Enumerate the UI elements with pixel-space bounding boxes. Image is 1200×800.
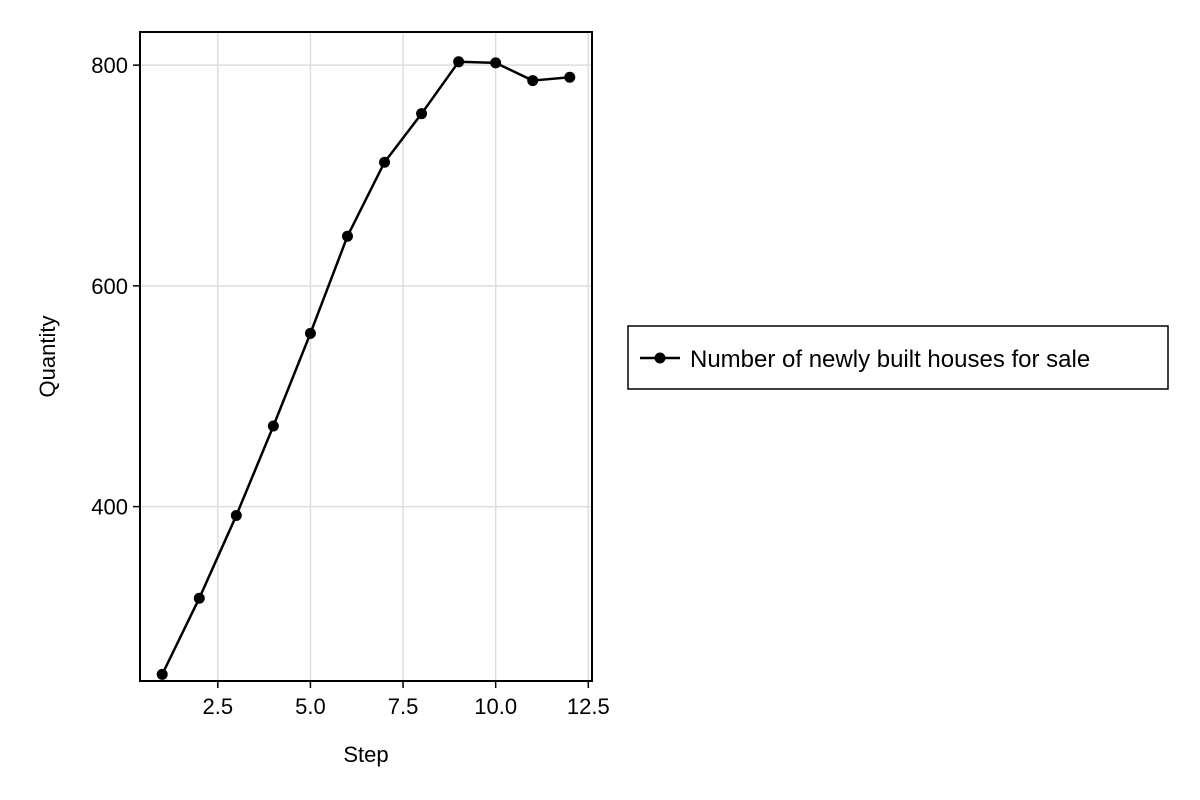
data-point bbox=[304, 327, 316, 339]
x-tick-label: 5.0 bbox=[295, 694, 326, 719]
legend-marker-swatch bbox=[654, 352, 666, 364]
x-axis-title: Step bbox=[343, 742, 388, 767]
data-point bbox=[267, 420, 279, 432]
data-point bbox=[341, 230, 353, 242]
series-layer bbox=[156, 56, 576, 680]
x-tick-label: 10.0 bbox=[474, 694, 517, 719]
data-point bbox=[379, 156, 391, 168]
legend: Number of newly built houses for sale bbox=[627, 325, 1169, 390]
y-tick-label: 400 bbox=[91, 495, 128, 520]
x-tick-label: 12.5 bbox=[567, 694, 610, 719]
legend-label: Number of newly built houses for sale bbox=[690, 346, 1090, 373]
y-tick-label: 800 bbox=[91, 53, 128, 78]
grid-lines bbox=[140, 32, 592, 681]
y-tick-label: 600 bbox=[91, 274, 128, 299]
data-point bbox=[193, 592, 205, 604]
plot-area-frame bbox=[139, 31, 593, 682]
data-point bbox=[564, 71, 576, 83]
legend-box bbox=[627, 325, 1169, 390]
x-tick-label: 2.5 bbox=[203, 694, 234, 719]
data-point bbox=[416, 108, 428, 120]
data-point bbox=[527, 75, 539, 87]
data-point bbox=[453, 56, 465, 68]
data-point bbox=[156, 668, 168, 680]
series-line bbox=[161, 60, 570, 675]
y-axis-title: Quantity bbox=[35, 316, 60, 398]
axis-ticks: 2.5 5.0 7.5 10.0 12.5 400 600 800 bbox=[91, 53, 609, 719]
data-point bbox=[490, 57, 502, 69]
data-point bbox=[230, 509, 242, 521]
x-tick-label: 7.5 bbox=[388, 694, 419, 719]
